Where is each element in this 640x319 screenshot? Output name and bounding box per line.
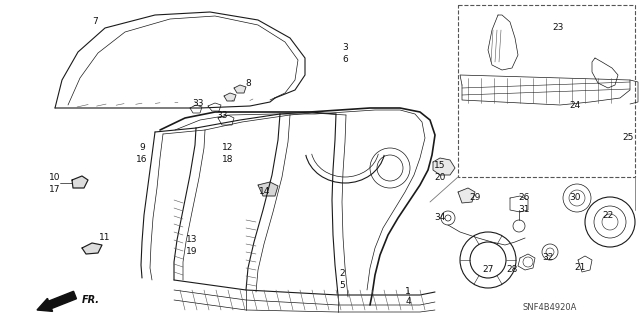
Text: 18: 18 <box>222 155 234 165</box>
Text: 13: 13 <box>186 235 198 244</box>
Text: 25: 25 <box>622 133 634 143</box>
Text: 22: 22 <box>602 211 614 219</box>
Text: SNF4B4920A: SNF4B4920A <box>523 303 577 313</box>
Text: 9: 9 <box>139 144 145 152</box>
Text: 28: 28 <box>506 265 518 275</box>
Text: 5: 5 <box>339 280 345 290</box>
Text: 33: 33 <box>216 112 228 121</box>
Text: 21: 21 <box>574 263 586 272</box>
Text: FR.: FR. <box>82 295 100 305</box>
Text: 26: 26 <box>518 194 530 203</box>
Text: 7: 7 <box>92 18 98 26</box>
Text: 33: 33 <box>192 99 204 108</box>
Text: 20: 20 <box>435 173 445 182</box>
Polygon shape <box>234 85 246 93</box>
Text: 6: 6 <box>342 56 348 64</box>
Text: 34: 34 <box>435 213 445 222</box>
Text: 29: 29 <box>469 194 481 203</box>
Text: 10: 10 <box>49 174 61 182</box>
Polygon shape <box>72 176 88 188</box>
Text: 17: 17 <box>49 186 61 195</box>
Text: 4: 4 <box>405 298 411 307</box>
Text: 14: 14 <box>259 188 271 197</box>
Polygon shape <box>258 182 278 196</box>
Bar <box>458 5 635 177</box>
Text: 2: 2 <box>339 270 345 278</box>
Polygon shape <box>433 158 455 175</box>
Text: 15: 15 <box>435 160 445 169</box>
Text: 1: 1 <box>405 286 411 295</box>
Text: 16: 16 <box>136 155 148 165</box>
Text: 12: 12 <box>222 144 234 152</box>
Text: 8: 8 <box>245 78 251 87</box>
Text: 3: 3 <box>342 43 348 53</box>
Text: 31: 31 <box>518 205 530 214</box>
Text: 24: 24 <box>570 100 580 109</box>
Text: 19: 19 <box>186 248 198 256</box>
Polygon shape <box>82 243 102 254</box>
Polygon shape <box>458 188 475 203</box>
Text: 32: 32 <box>542 254 554 263</box>
Text: 30: 30 <box>569 194 580 203</box>
Text: 23: 23 <box>552 24 564 33</box>
Text: 11: 11 <box>99 234 111 242</box>
FancyArrow shape <box>37 291 76 311</box>
Text: 27: 27 <box>483 265 493 275</box>
Polygon shape <box>224 93 236 101</box>
